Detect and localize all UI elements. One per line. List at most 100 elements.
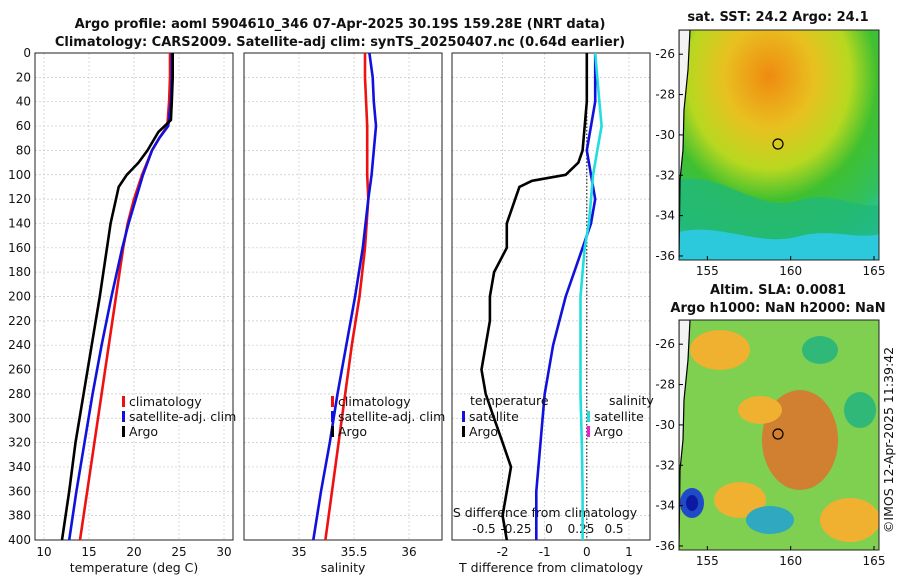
y-tick-label: 280 bbox=[8, 387, 31, 401]
y-tick-label: 180 bbox=[8, 265, 31, 279]
map-y-tick-label: -36 bbox=[655, 249, 675, 263]
sst-map-title: sat. SST: 24.2 Argo: 24.1 bbox=[687, 10, 868, 25]
legend-swatch-satellite bbox=[122, 411, 125, 422]
secondary-axis-label: S difference from climatology bbox=[453, 505, 638, 520]
x-tick-label: 1 bbox=[625, 545, 633, 559]
x-tick-label: 10 bbox=[36, 545, 51, 559]
legend-swatch-sal-argo bbox=[587, 426, 590, 437]
map-x-tick-label: 160 bbox=[779, 554, 802, 568]
series-line-satellite-adj-clim bbox=[67, 53, 174, 541]
secondary-tick-label: 0 bbox=[545, 522, 553, 536]
y-tick-label: 160 bbox=[8, 241, 31, 255]
legend-label-satellite: satellite-adj. clim bbox=[129, 409, 236, 424]
legend-swatch-climatology bbox=[122, 396, 125, 407]
y-tick-label: 240 bbox=[8, 338, 31, 352]
map-x-tick-label: 160 bbox=[779, 264, 802, 278]
map-y-tick-label: -32 bbox=[655, 168, 675, 182]
legend-heading-temperature: temperature bbox=[470, 393, 549, 408]
legend-label-temp-satellite: satellite bbox=[469, 409, 519, 424]
legend-label-satellite: satellite-adj. clim bbox=[338, 409, 445, 424]
map-y-tick-label: -26 bbox=[655, 47, 675, 61]
y-tick-label: 380 bbox=[8, 509, 31, 523]
y-tick-label: 140 bbox=[8, 216, 31, 230]
legend-label-argo: Argo bbox=[129, 424, 158, 439]
map-y-tick-label: -36 bbox=[655, 539, 675, 553]
panel-frame bbox=[34, 52, 234, 541]
secondary-tick-label: 0.5 bbox=[604, 522, 623, 536]
legend-label-sal-satellite: satellite bbox=[594, 409, 644, 424]
legend-swatch-temp-argo bbox=[462, 426, 465, 437]
sst-cold-region bbox=[679, 229, 879, 260]
legend-swatch-satellite bbox=[331, 411, 334, 422]
sla-low-3 bbox=[746, 506, 794, 534]
map-x-tick-label: 165 bbox=[863, 554, 886, 568]
map-y-tick-label: -26 bbox=[655, 337, 675, 351]
legend-label-sal-argo: Argo bbox=[594, 424, 623, 439]
sla-map-frame bbox=[678, 319, 880, 551]
y-tick-label: 400 bbox=[8, 533, 31, 547]
y-tick-label: 60 bbox=[16, 119, 31, 133]
map-y-tick-label: -34 bbox=[655, 499, 675, 513]
secondary-tick-label: 0.25 bbox=[568, 522, 595, 536]
map-y-tick-label: -34 bbox=[655, 209, 675, 223]
sst-map-frame bbox=[678, 29, 880, 261]
x-tick-label: 0 bbox=[583, 545, 591, 559]
series-line-salinity-satellite bbox=[579, 52, 603, 540]
x-tick-label: 25 bbox=[171, 545, 186, 559]
legend-swatch-temp-satellite bbox=[462, 411, 465, 422]
x-axis-label: salinity bbox=[321, 560, 366, 575]
x-tick-label: 20 bbox=[126, 545, 141, 559]
sla-map-axes: 155 160 165 -26 -28 -30 -32 -34 -36 bbox=[655, 337, 885, 568]
x-tick-label: 36 bbox=[401, 545, 416, 559]
y-tick-label: 200 bbox=[8, 290, 31, 304]
salinity-panel: 35 35.5 36 salinity bbox=[243, 52, 443, 575]
legend-swatch-argo bbox=[331, 426, 334, 437]
legend-swatch-argo bbox=[122, 426, 125, 437]
y-tick-label: 20 bbox=[16, 70, 31, 84]
map-y-tick-label: -28 bbox=[655, 378, 675, 392]
secondary-tick-label: -0.25 bbox=[500, 522, 531, 536]
x-tick-label: 35.5 bbox=[341, 545, 368, 559]
salinity-legend: climatology satellite-adj. clim Argo bbox=[331, 394, 445, 439]
legend-heading-salinity: salinity bbox=[609, 393, 654, 408]
map-y-tick-label: -30 bbox=[655, 418, 675, 432]
y-tick-label: 0 bbox=[23, 46, 31, 60]
secondary-tick-label: -0.5 bbox=[472, 522, 495, 536]
argo-position-marker bbox=[772, 428, 784, 440]
figure-title-line2: Climatology: CARS2009. Satellite-adj cli… bbox=[55, 35, 625, 50]
x-axis-label: T difference from climatology bbox=[458, 560, 644, 575]
map-x-tick-label: 165 bbox=[863, 264, 886, 278]
figure-title-line1: Argo profile: aoml 5904610_346 07-Apr-20… bbox=[75, 17, 606, 32]
panel-frame bbox=[451, 52, 651, 541]
temperature-panel: 0 20 40 60 80 100 120 140 160 180 200 220 240 260 280 3… bbox=[8, 46, 234, 575]
legend-swatch-climatology bbox=[331, 396, 334, 407]
legend-label-temp-argo: Argo bbox=[469, 424, 498, 439]
x-tick-label: 35 bbox=[291, 545, 306, 559]
x-tick-label: -1 bbox=[539, 545, 551, 559]
y-tick-label: 220 bbox=[8, 314, 31, 328]
legend-swatch-sal-satellite bbox=[587, 411, 590, 422]
y-tick-label: 120 bbox=[8, 192, 31, 206]
legend-label-climatology: climatology bbox=[338, 394, 411, 409]
imos-credit: ©IMOS 12-Apr-2025 11:39:42 bbox=[881, 347, 896, 533]
series-line-argo bbox=[60, 53, 174, 541]
sla-high-2 bbox=[762, 390, 838, 490]
sla-map-title-line1: Altim. SLA: 0.0081 bbox=[710, 283, 846, 298]
sst-map-axes: 155 160 165 -26 -28 -30 -32 -34 -36 bbox=[655, 47, 885, 278]
y-tick-label: 300 bbox=[8, 411, 31, 425]
sla-low-1 bbox=[802, 336, 838, 364]
map-x-tick-label: 155 bbox=[696, 554, 719, 568]
map-y-tick-label: -28 bbox=[655, 88, 675, 102]
y-tick-label: 320 bbox=[8, 436, 31, 450]
temperature-legend: climatology satellite-adj. clim Argo bbox=[122, 394, 236, 439]
series-line-temperature-argo bbox=[480, 53, 589, 541]
sla-high-3 bbox=[738, 396, 782, 424]
difference-legend: temperature satellite Argo salinity sate… bbox=[462, 393, 654, 439]
legend-label-climatology: climatology bbox=[129, 394, 202, 409]
sla-map bbox=[679, 320, 879, 550]
panel-frame bbox=[243, 52, 443, 541]
y-tick-label: 260 bbox=[8, 363, 31, 377]
sla-high-5 bbox=[714, 482, 766, 518]
y-tick-label: 100 bbox=[8, 168, 31, 182]
